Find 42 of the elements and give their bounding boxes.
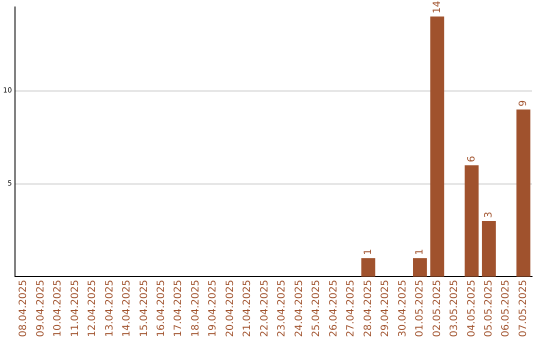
x-tick-label: 20.04.2025: [224, 280, 236, 338]
x-tick-label: 09.04.2025: [35, 280, 46, 338]
x-tick-label: 22.04.2025: [259, 280, 270, 338]
x-tick-label: 15.04.2025: [138, 280, 150, 338]
x-tick-label: 29.04.2025: [380, 280, 392, 338]
bar: [361, 258, 376, 277]
x-tick-label: 01.05.2025: [414, 280, 426, 338]
x-tick-label: 23.04.2025: [276, 280, 288, 338]
data-label: 9: [518, 100, 529, 106]
x-tick-label: 11.04.2025: [70, 280, 81, 338]
x-tick-label: 05.05.2025: [484, 280, 495, 338]
x-tick-label: 06.05.2025: [500, 280, 512, 338]
x-tick-label: 26.04.2025: [328, 280, 340, 338]
x-tick-label: 12.04.2025: [87, 280, 98, 338]
bar: [413, 258, 427, 277]
x-tick-label: 04.05.2025: [466, 280, 478, 338]
bar: [482, 220, 496, 277]
data-label: 1: [362, 248, 374, 256]
x-tick-label: 24.04.2025: [294, 280, 305, 338]
data-label: 1: [414, 248, 426, 256]
x-tick-label: 21.04.2025: [242, 280, 254, 338]
bar: [464, 165, 479, 277]
x-tick-label: 18.04.2025: [190, 280, 202, 338]
x-tick-label: 30.04.2025: [397, 280, 408, 338]
data-label: 6: [466, 156, 478, 162]
x-tick-label: 25.04.2025: [311, 280, 322, 338]
data-label: 3: [484, 212, 495, 218]
x-tick-label: 16.04.2025: [156, 280, 168, 338]
x-tick-label: 07.05.2025: [518, 280, 529, 338]
x-tick-label: 03.05.2025: [449, 280, 460, 338]
x-tick-label: 10.04.2025: [52, 280, 64, 338]
x-tick-label: 17.04.2025: [173, 280, 184, 338]
x-tick-label: 14.04.2025: [122, 280, 133, 338]
x-tick-label: 27.04.2025: [346, 280, 357, 338]
x-tick-label: 19.04.2025: [208, 280, 219, 338]
x-tick-label: 13.04.2025: [104, 280, 116, 338]
bar: [516, 109, 530, 277]
bar: [430, 16, 444, 277]
x-tick-label: 08.04.2025: [18, 280, 30, 338]
data-label: 14: [432, 0, 443, 14]
x-tick-label: 28.04.2025: [362, 280, 374, 338]
x-tick-label: 02.05.2025: [432, 280, 443, 338]
